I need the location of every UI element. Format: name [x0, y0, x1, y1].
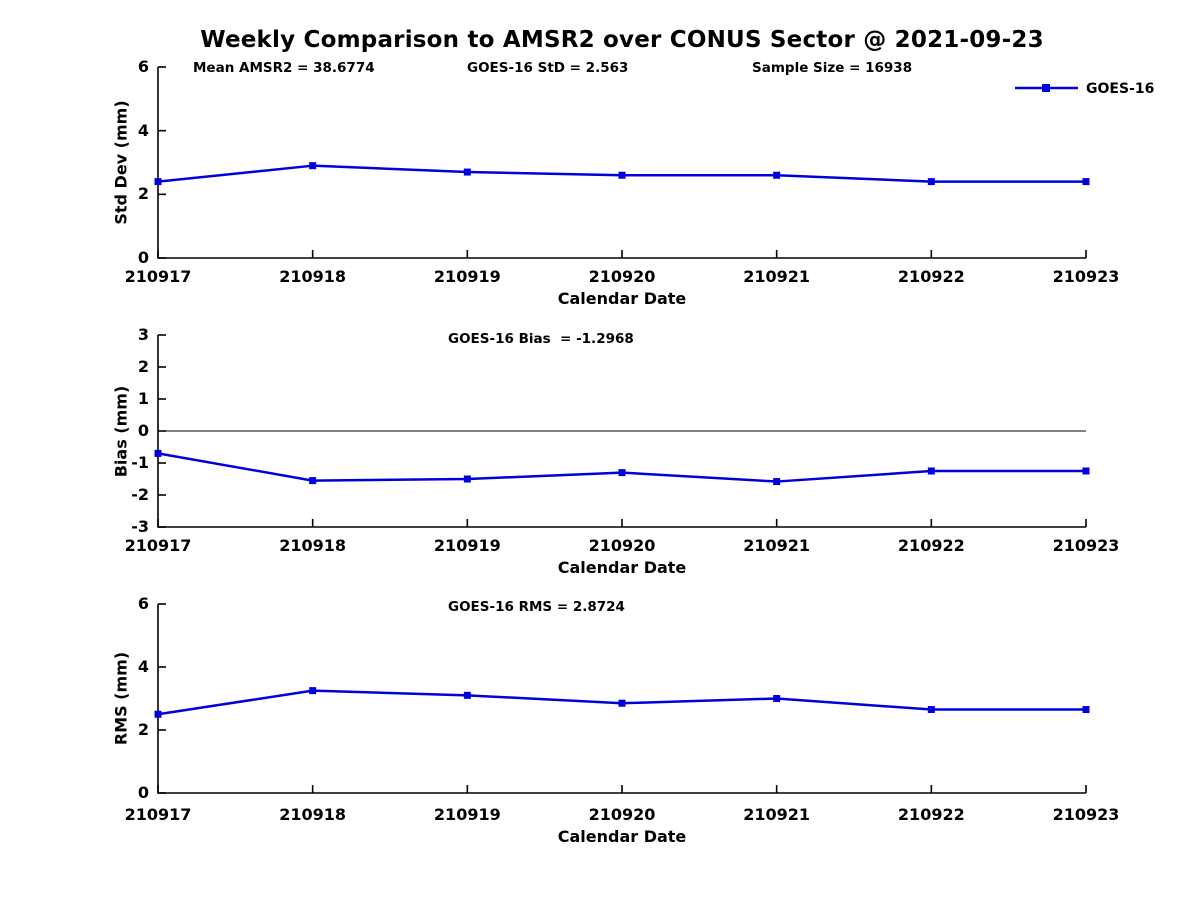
x-tick-label: 210920	[588, 267, 656, 286]
data-point-marker	[773, 695, 781, 702]
x-axis-label-stddev: Calendar Date	[557, 289, 687, 308]
x-tick-label: 210920	[588, 805, 656, 824]
data-point-marker	[773, 171, 781, 179]
data-point-marker	[154, 178, 162, 186]
data-point-marker	[1082, 467, 1090, 475]
y-tick-label: 4	[137, 657, 149, 676]
y-tick-label: 3	[137, 325, 149, 344]
data-point-marker	[927, 467, 935, 475]
x-tick-label: 210921	[743, 536, 811, 555]
y-tick-label: -3	[131, 517, 149, 536]
x-tick-label: 210917	[124, 267, 192, 286]
annotation-mean-amsr2: Mean AMSR2 = 38.6774	[193, 60, 375, 76]
data-point-marker	[309, 687, 317, 695]
x-tick-label: 210923	[1052, 267, 1120, 286]
data-point-marker	[309, 477, 317, 485]
x-tick-label: 210921	[743, 267, 811, 286]
x-tick-label: 210921	[743, 805, 811, 824]
data-point-marker	[1082, 706, 1090, 714]
series-line-goes-16	[157, 452, 1086, 483]
x-tick-label: 210923	[1052, 805, 1120, 824]
y-tick-label: 2	[137, 720, 149, 739]
data-point-marker	[463, 475, 471, 483]
y-tick-label: 2	[137, 357, 149, 376]
x-tick-label: 210919	[433, 267, 501, 286]
data-point-marker	[618, 469, 626, 477]
y-tick-label: -2	[131, 485, 149, 504]
data-point-marker	[618, 699, 626, 707]
x-tick-label: 210919	[433, 536, 501, 555]
data-point-marker	[463, 168, 471, 176]
x-tick-label: 210922	[897, 805, 965, 824]
x-axis-label-rms: Calendar Date	[557, 827, 687, 846]
x-axis-label-bias: Calendar Date	[557, 558, 687, 577]
x-tick-label: 210918	[279, 805, 347, 824]
x-tick-label: 210917	[124, 536, 192, 555]
x-tick-label: 210918	[279, 267, 347, 286]
x-tick-label: 210917	[124, 805, 192, 824]
y-axis-label-rms: RMS (mm)	[111, 651, 131, 746]
y-tick-label: 6	[137, 594, 149, 613]
data-point-marker	[154, 710, 162, 718]
x-tick-label: 210919	[433, 805, 501, 824]
x-tick-label: 210918	[279, 536, 347, 555]
y-tick-label: -1	[131, 453, 149, 472]
legend-sample-marker	[1042, 84, 1050, 92]
data-point-marker	[309, 162, 317, 170]
x-tick-label: 210922	[897, 267, 965, 286]
figure-title: Weekly Comparison to AMSR2 over CONUS Se…	[200, 27, 1044, 53]
legend-label-goes16: GOES-16	[1086, 81, 1155, 97]
annotation-goes16-std: GOES-16 StD = 2.563	[467, 60, 629, 76]
x-tick-label: 210920	[588, 536, 656, 555]
data-point-marker	[1082, 178, 1090, 186]
y-tick-label: 0	[137, 421, 149, 440]
x-tick-label: 210923	[1052, 536, 1120, 555]
x-tick-label: 210922	[897, 536, 965, 555]
annotation-sample-size: Sample Size = 16938	[752, 60, 913, 76]
y-tick-label: 0	[137, 783, 149, 802]
y-tick-label: 4	[137, 120, 149, 140]
y-tick-label: 1	[137, 389, 149, 408]
data-point-marker	[927, 706, 935, 714]
annotation-goes16-rms: GOES-16 RMS = 2.8724	[448, 599, 625, 615]
annotation-goes16-bias: GOES-16 Bias = -1.2968	[448, 331, 634, 347]
data-point-marker	[154, 449, 162, 457]
data-point-marker	[618, 171, 626, 179]
data-point-marker	[463, 691, 471, 699]
y-tick-label: 0	[137, 248, 149, 267]
y-tick-label: 6	[137, 57, 149, 76]
data-point-marker	[927, 178, 935, 186]
y-axis-label-stddev: Std Dev (mm)	[111, 100, 131, 225]
data-point-marker	[773, 478, 781, 486]
y-tick-label: 2	[137, 184, 149, 204]
